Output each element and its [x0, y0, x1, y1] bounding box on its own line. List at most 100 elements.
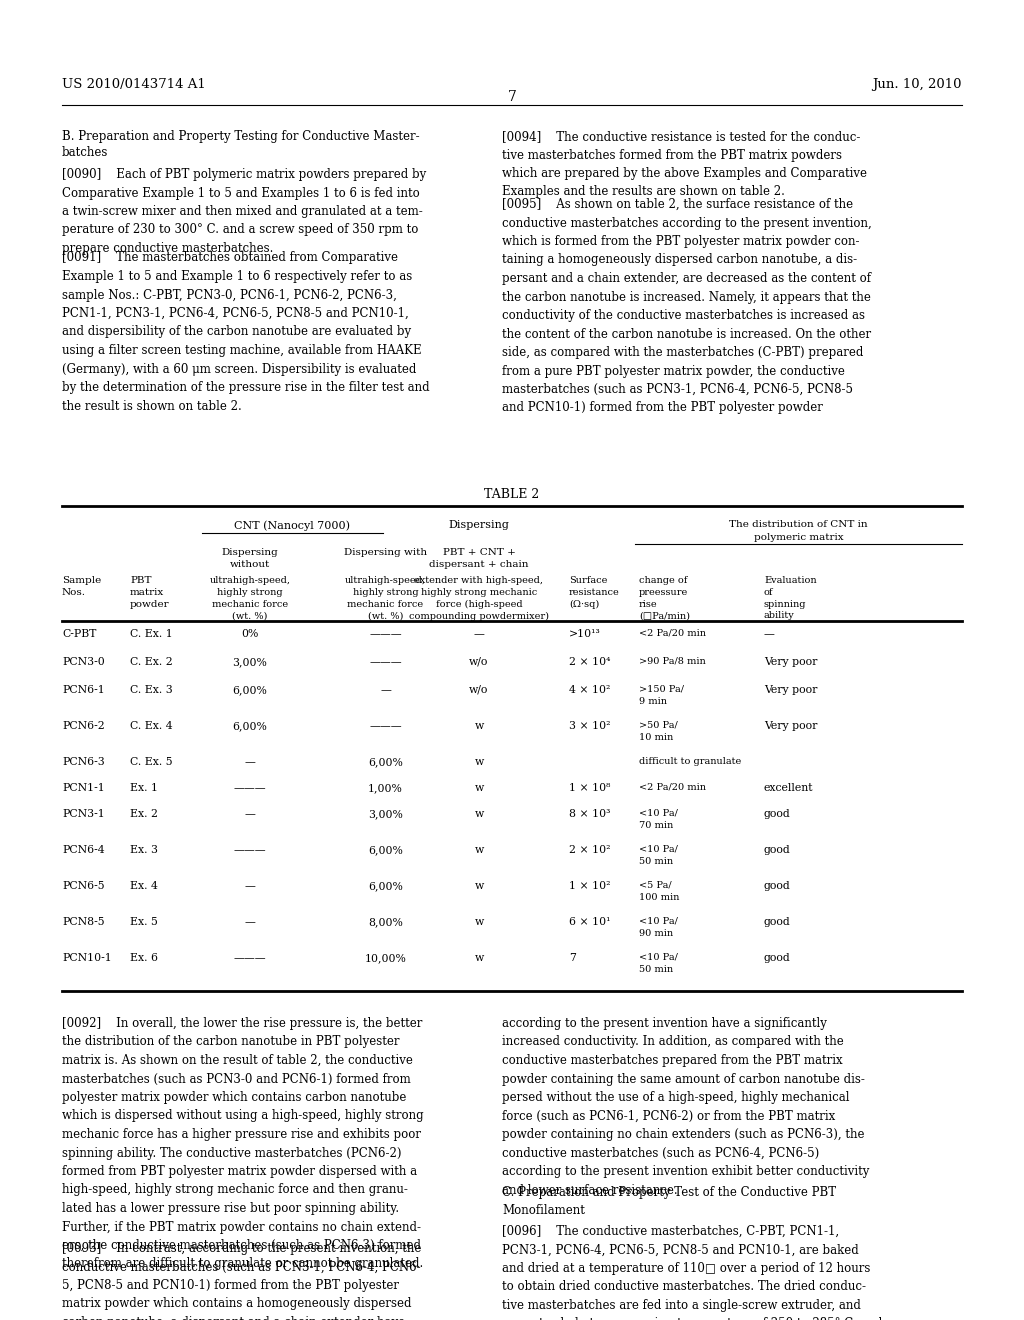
- Text: ultrahigh-speed,
highly strong
mechanic force
(wt. %): ultrahigh-speed, highly strong mechanic …: [210, 576, 291, 620]
- Text: difficult to granulate: difficult to granulate: [639, 756, 741, 766]
- Text: w/o: w/o: [469, 685, 488, 696]
- Text: CNT (Nanocyl 7000): CNT (Nanocyl 7000): [234, 520, 350, 531]
- Text: Dispersing with: Dispersing with: [344, 548, 427, 557]
- Text: Surface
resistance
(Ω·sq): Surface resistance (Ω·sq): [569, 576, 620, 609]
- Text: PCN1-1: PCN1-1: [62, 783, 104, 793]
- Text: ———: ———: [233, 783, 266, 793]
- Text: 3 × 10²: 3 × 10²: [569, 721, 610, 731]
- Text: <5 Pa/
100 min: <5 Pa/ 100 min: [639, 880, 679, 902]
- Text: <10 Pa/
90 min: <10 Pa/ 90 min: [639, 917, 678, 937]
- Text: —: —: [245, 880, 255, 891]
- Text: PCN10-1: PCN10-1: [62, 953, 112, 964]
- Text: C. Ex. 1: C. Ex. 1: [130, 630, 173, 639]
- Text: Ex. 6: Ex. 6: [130, 953, 158, 964]
- Text: C-PBT: C-PBT: [62, 630, 96, 639]
- Text: [0095]    As shown on table 2, the surface resistance of the
conductive masterba: [0095] As shown on table 2, the surface …: [502, 198, 871, 414]
- Text: >150 Pa/
9 min: >150 Pa/ 9 min: [639, 685, 684, 706]
- Text: w: w: [474, 809, 483, 818]
- Text: excellent: excellent: [764, 783, 813, 793]
- Text: <2 Pa/20 min: <2 Pa/20 min: [639, 630, 706, 638]
- Text: >50 Pa/
10 min: >50 Pa/ 10 min: [639, 721, 678, 742]
- Text: PCN6-2: PCN6-2: [62, 721, 104, 731]
- Text: TABLE 2: TABLE 2: [484, 488, 540, 502]
- Text: Ex. 3: Ex. 3: [130, 845, 158, 855]
- Text: PBT + CNT +
dispersant + chain: PBT + CNT + dispersant + chain: [429, 548, 528, 569]
- Text: w: w: [474, 783, 483, 793]
- Text: 3,00%: 3,00%: [232, 657, 267, 667]
- Text: 6 × 10¹: 6 × 10¹: [569, 917, 610, 927]
- Text: Dispersing: Dispersing: [449, 520, 509, 531]
- Text: <10 Pa/
50 min: <10 Pa/ 50 min: [639, 953, 678, 974]
- Text: 2 × 10²: 2 × 10²: [569, 845, 610, 855]
- Text: >90 Pa/8 min: >90 Pa/8 min: [639, 657, 706, 667]
- Text: [0090]    Each of PBT polymeric matrix powders prepared by
Comparative Example 1: [0090] Each of PBT polymeric matrix powd…: [62, 168, 426, 255]
- Text: 6,00%: 6,00%: [368, 756, 402, 767]
- Text: extender with high-speed,
highly strong mechanic
force (high-speed
compounding p: extender with high-speed, highly strong …: [409, 576, 549, 620]
- Text: 8,00%: 8,00%: [368, 917, 402, 927]
- Text: >10¹³: >10¹³: [569, 630, 601, 639]
- Text: w: w: [474, 845, 483, 855]
- Text: —: —: [764, 630, 775, 639]
- Text: <10 Pa/
70 min: <10 Pa/ 70 min: [639, 809, 678, 830]
- Text: The distribution of CNT in: The distribution of CNT in: [729, 520, 867, 529]
- Text: Ex. 1: Ex. 1: [130, 783, 158, 793]
- Text: w: w: [474, 756, 483, 767]
- Text: Sample
Nos.: Sample Nos.: [62, 576, 101, 597]
- Text: Ex. 4: Ex. 4: [130, 880, 158, 891]
- Text: batches: batches: [62, 147, 109, 158]
- Text: Ex. 2: Ex. 2: [130, 809, 158, 818]
- Text: 6,00%: 6,00%: [232, 721, 267, 731]
- Text: PCN3-1: PCN3-1: [62, 809, 104, 818]
- Text: ———: ———: [370, 657, 401, 667]
- Text: 1,00%: 1,00%: [368, 783, 402, 793]
- Text: [0094]    The conductive resistance is tested for the conduc-
tive masterbatches: [0094] The conductive resistance is test…: [502, 129, 867, 198]
- Text: 7: 7: [569, 953, 575, 964]
- Text: PBT
matrix
powder: PBT matrix powder: [130, 576, 170, 609]
- Text: —: —: [245, 917, 255, 927]
- Text: C. Ex. 5: C. Ex. 5: [130, 756, 173, 767]
- Text: 8 × 10³: 8 × 10³: [569, 809, 610, 818]
- Text: good: good: [764, 809, 791, 818]
- Text: C. Ex. 4: C. Ex. 4: [130, 721, 173, 731]
- Text: according to the present invention have a significantly
increased conductivity. : according to the present invention have …: [502, 1016, 869, 1196]
- Text: PCN6-4: PCN6-4: [62, 845, 104, 855]
- Text: ———: ———: [233, 845, 266, 855]
- Text: C. Ex. 2: C. Ex. 2: [130, 657, 173, 667]
- Text: [0092]    In overall, the lower the rise pressure is, the better
the distributio: [0092] In overall, the lower the rise pr…: [62, 1016, 424, 1270]
- Text: 6,00%: 6,00%: [232, 685, 267, 696]
- Text: Dispersing
without: Dispersing without: [221, 548, 279, 569]
- Text: PCN6-1: PCN6-1: [62, 685, 104, 696]
- Text: 0%: 0%: [242, 630, 259, 639]
- Text: Very poor: Very poor: [764, 721, 817, 731]
- Text: [0093]    In contrast, according to the present invention, the
conductive master: [0093] In contrast, according to the pre…: [62, 1242, 421, 1320]
- Text: good: good: [764, 880, 791, 891]
- Text: 1 × 10²: 1 × 10²: [569, 880, 610, 891]
- Text: —: —: [473, 630, 484, 639]
- Text: [0096]    The conductive masterbatches, C-PBT, PCN1-1,
PCN3-1, PCN6-4, PCN6-5, P: [0096] The conductive masterbatches, C-P…: [502, 1225, 883, 1320]
- Text: PCN6-3: PCN6-3: [62, 756, 104, 767]
- Text: Very poor: Very poor: [764, 657, 817, 667]
- Text: ultrahigh-speed,
highly strong
mechanic force
(wt. %): ultrahigh-speed, highly strong mechanic …: [345, 576, 426, 620]
- Text: Jun. 10, 2010: Jun. 10, 2010: [872, 78, 962, 91]
- Text: 6,00%: 6,00%: [368, 845, 402, 855]
- Text: US 2010/0143714 A1: US 2010/0143714 A1: [62, 78, 206, 91]
- Text: good: good: [764, 917, 791, 927]
- Text: —: —: [245, 809, 255, 818]
- Text: 7: 7: [508, 90, 516, 104]
- Text: PCN6-5: PCN6-5: [62, 880, 104, 891]
- Text: w: w: [474, 721, 483, 731]
- Text: PCN3-0: PCN3-0: [62, 657, 104, 667]
- Text: good: good: [764, 845, 791, 855]
- Text: 10,00%: 10,00%: [365, 953, 407, 964]
- Text: ———: ———: [233, 953, 266, 964]
- Text: C. Preparation and Property Test of the Conductive PBT
Monofilament: C. Preparation and Property Test of the …: [502, 1185, 837, 1217]
- Text: w: w: [474, 880, 483, 891]
- Text: PCN8-5: PCN8-5: [62, 917, 104, 927]
- Text: w/o: w/o: [469, 657, 488, 667]
- Text: 2 × 10⁴: 2 × 10⁴: [569, 657, 610, 667]
- Text: Very poor: Very poor: [764, 685, 817, 696]
- Text: Ex. 5: Ex. 5: [130, 917, 158, 927]
- Text: <2 Pa/20 min: <2 Pa/20 min: [639, 783, 706, 792]
- Text: [0091]    The masterbatches obtained from Comparative
Example 1 to 5 and Example: [0091] The masterbatches obtained from C…: [62, 252, 430, 412]
- Text: 1 × 10⁸: 1 × 10⁸: [569, 783, 610, 793]
